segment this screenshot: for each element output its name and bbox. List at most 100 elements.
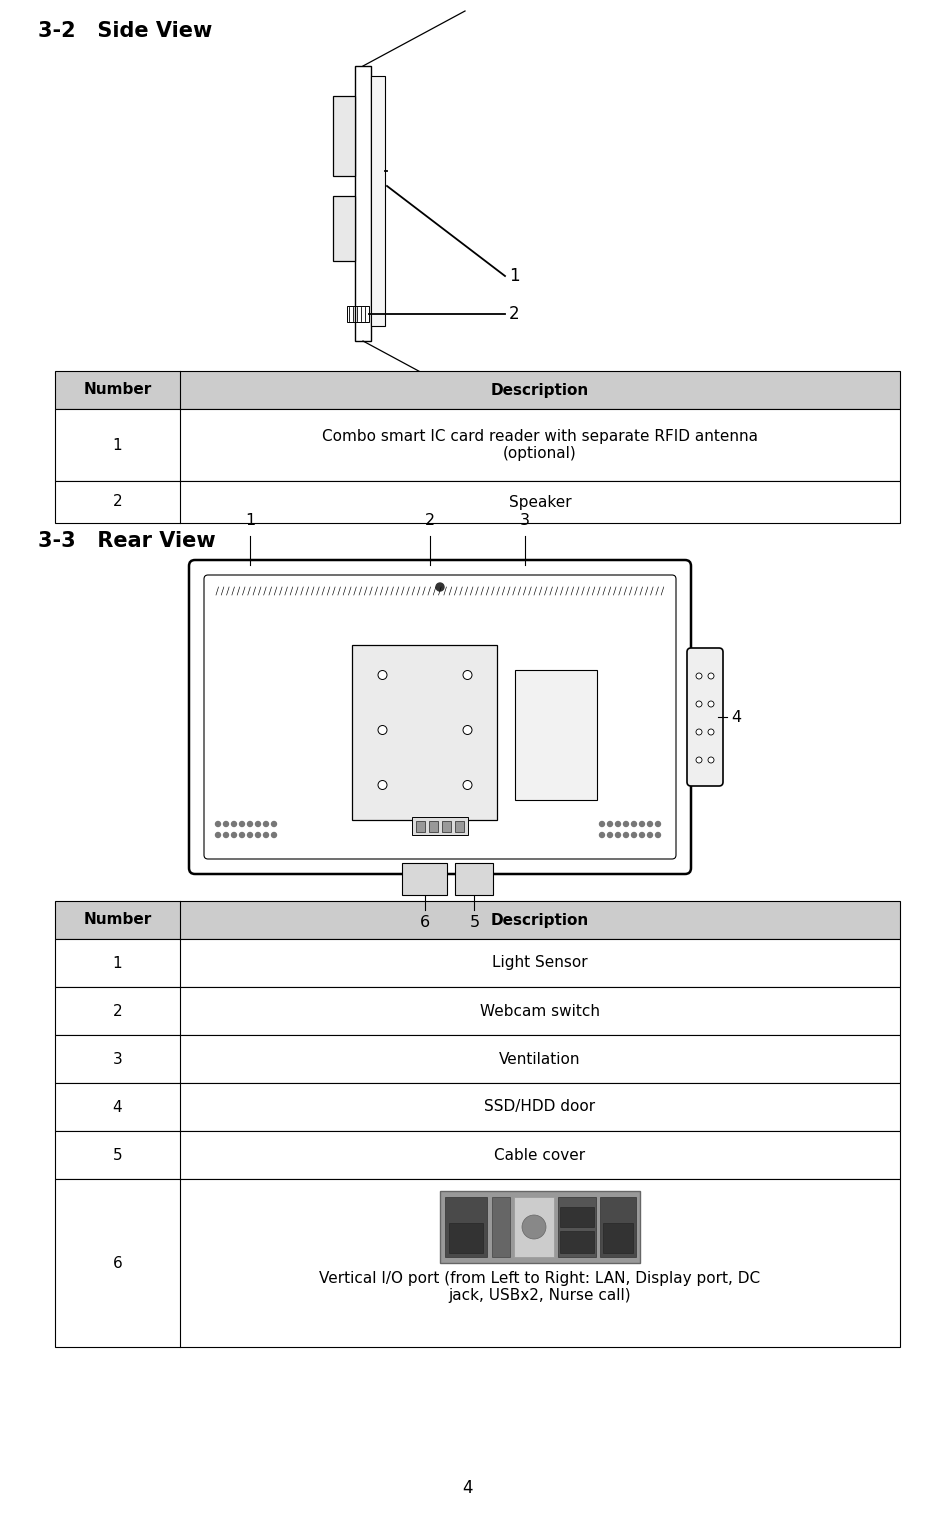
Bar xyxy=(332,96,355,176)
Circle shape xyxy=(599,822,604,826)
Circle shape xyxy=(231,822,236,826)
Text: 1: 1 xyxy=(508,267,519,285)
Text: Number: Number xyxy=(83,382,152,397)
Text: 2: 2 xyxy=(508,305,519,323)
Circle shape xyxy=(622,822,628,826)
Bar xyxy=(55,1179,899,1348)
Text: 2: 2 xyxy=(112,1004,123,1019)
Circle shape xyxy=(708,729,713,735)
Circle shape xyxy=(695,729,701,735)
Text: Light Sensor: Light Sensor xyxy=(491,955,587,970)
Text: Description: Description xyxy=(490,382,589,397)
Circle shape xyxy=(240,822,244,826)
Bar xyxy=(55,371,899,409)
Circle shape xyxy=(599,832,604,837)
Circle shape xyxy=(247,822,252,826)
Text: Ventilation: Ventilation xyxy=(499,1052,580,1066)
Bar xyxy=(55,1082,899,1131)
Bar xyxy=(515,670,597,800)
Circle shape xyxy=(607,832,612,837)
Circle shape xyxy=(708,700,713,706)
Text: Cable cover: Cable cover xyxy=(494,1148,585,1163)
Text: SSD/HDD door: SSD/HDD door xyxy=(484,1099,595,1114)
Bar xyxy=(442,822,450,832)
Text: 6: 6 xyxy=(419,916,430,929)
Circle shape xyxy=(215,822,220,826)
Text: Combo smart IC card reader with separate RFID antenna
(optional): Combo smart IC card reader with separate… xyxy=(322,429,757,461)
Circle shape xyxy=(215,832,220,837)
Text: 1: 1 xyxy=(112,438,123,452)
Text: 5: 5 xyxy=(469,916,479,929)
Circle shape xyxy=(271,822,276,826)
Circle shape xyxy=(695,700,701,706)
Circle shape xyxy=(695,756,701,763)
Text: Vertical I/O port (from Left to Right: LAN, Display port, DC
jack, USBx2, Nurse : Vertical I/O port (from Left to Right: L… xyxy=(319,1270,760,1304)
FancyBboxPatch shape xyxy=(686,647,723,785)
Bar xyxy=(55,987,899,1035)
Circle shape xyxy=(607,822,612,826)
Circle shape xyxy=(615,832,620,837)
Bar xyxy=(55,938,899,987)
Bar xyxy=(560,1231,593,1254)
Circle shape xyxy=(256,822,260,826)
Circle shape xyxy=(708,756,713,763)
Circle shape xyxy=(647,832,651,837)
FancyBboxPatch shape xyxy=(189,559,690,875)
Bar xyxy=(55,481,899,523)
Circle shape xyxy=(462,670,472,679)
Text: 1: 1 xyxy=(244,512,255,528)
Bar xyxy=(55,1131,899,1179)
Circle shape xyxy=(708,673,713,679)
Bar xyxy=(55,901,899,938)
Bar xyxy=(514,1198,553,1257)
Bar xyxy=(560,1207,593,1226)
Text: 3-3   Rear View: 3-3 Rear View xyxy=(38,531,215,550)
Text: Webcam switch: Webcam switch xyxy=(479,1004,599,1019)
Bar xyxy=(352,644,497,820)
Bar xyxy=(558,1198,595,1257)
Circle shape xyxy=(655,832,660,837)
Bar xyxy=(429,822,437,832)
Circle shape xyxy=(435,584,444,591)
Circle shape xyxy=(622,832,628,837)
Bar xyxy=(416,822,425,832)
Bar xyxy=(412,817,467,835)
Bar xyxy=(402,863,447,894)
Circle shape xyxy=(631,832,636,837)
Text: 3: 3 xyxy=(112,1052,123,1066)
Bar xyxy=(55,409,899,481)
Bar xyxy=(55,1035,899,1082)
Text: 5: 5 xyxy=(112,1148,123,1163)
Circle shape xyxy=(263,832,269,837)
Bar xyxy=(603,1223,633,1254)
Circle shape xyxy=(462,781,472,790)
Bar xyxy=(355,67,371,341)
Text: 4: 4 xyxy=(112,1099,123,1114)
Circle shape xyxy=(263,822,269,826)
Bar xyxy=(440,1192,639,1263)
Circle shape xyxy=(638,822,644,826)
Circle shape xyxy=(256,832,260,837)
Bar xyxy=(455,822,463,832)
Text: 3-2   Side View: 3-2 Side View xyxy=(38,21,212,41)
Bar xyxy=(491,1198,509,1257)
Bar xyxy=(599,1198,636,1257)
Circle shape xyxy=(655,822,660,826)
Text: 3: 3 xyxy=(519,512,530,528)
Text: 2: 2 xyxy=(112,494,123,509)
Circle shape xyxy=(240,832,244,837)
Circle shape xyxy=(631,822,636,826)
Text: Speaker: Speaker xyxy=(508,494,571,509)
Bar xyxy=(346,306,369,321)
Circle shape xyxy=(615,822,620,826)
Circle shape xyxy=(377,670,387,679)
Circle shape xyxy=(377,726,387,734)
Circle shape xyxy=(224,832,228,837)
Circle shape xyxy=(377,781,387,790)
Bar xyxy=(448,1223,482,1254)
Text: 4: 4 xyxy=(462,1480,473,1496)
Circle shape xyxy=(462,726,472,734)
Text: 4: 4 xyxy=(730,709,740,725)
Circle shape xyxy=(638,832,644,837)
Circle shape xyxy=(647,822,651,826)
